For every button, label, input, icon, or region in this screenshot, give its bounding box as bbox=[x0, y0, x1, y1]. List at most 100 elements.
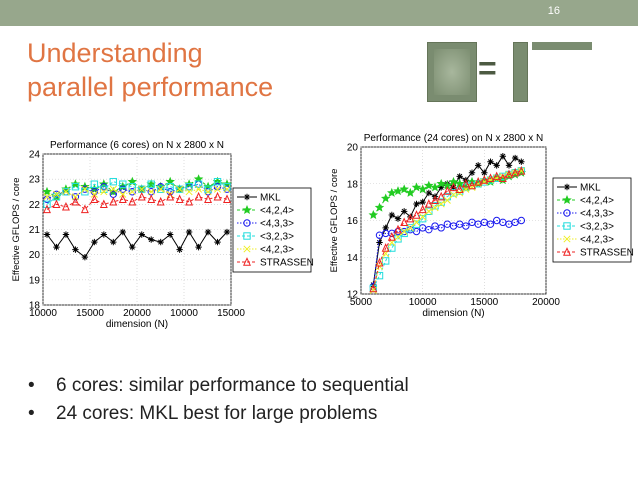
equals-sign: = bbox=[478, 50, 497, 86]
chart-1-series-5-point-12 bbox=[156, 196, 165, 206]
chart-2-series-2 bbox=[369, 216, 526, 291]
chart-2-legend-label-1: <4,2,4> bbox=[580, 196, 614, 207]
chart-2-series-1-point-9 bbox=[424, 180, 434, 190]
chart-2-series-1-point-7 bbox=[411, 182, 422, 192]
chart-1-series-4-point-5 bbox=[90, 190, 98, 198]
chart-2-series-5-point-13 bbox=[449, 182, 458, 192]
chart-1-series-5-point-7 bbox=[109, 196, 118, 206]
chart-2-series-5-point-5 bbox=[400, 217, 409, 227]
chart-2-series-5 bbox=[369, 165, 526, 293]
chart-1-series-3-line bbox=[46, 181, 228, 205]
chart-1-series-0-point-15 bbox=[185, 228, 193, 236]
chart-1-series-0-point-6 bbox=[100, 231, 108, 238]
chart-2-legend-label-4: <4,2,3> bbox=[580, 235, 614, 246]
chart-2-series-0-point-16 bbox=[468, 169, 476, 176]
chart-1-xtick-2: 20000 bbox=[123, 308, 151, 319]
chart-1-series-0-point-2 bbox=[62, 231, 70, 238]
chart-2-series-4-point-13 bbox=[449, 191, 458, 199]
bullet-text-1: 6 cores: similar performance to sequenti… bbox=[56, 375, 409, 396]
chart-2-series-0-point-20 bbox=[493, 162, 500, 169]
chart-2-ytick-2: 16 bbox=[347, 216, 359, 227]
chart-2-series-5-point-12 bbox=[443, 186, 452, 195]
chart-1-series-4-point-4 bbox=[81, 185, 89, 193]
chart-2-series-1-point-8 bbox=[417, 184, 428, 194]
chart-2-xtick-2: 15000 bbox=[470, 297, 498, 308]
chart-2-series-5-point-17 bbox=[474, 177, 483, 186]
chart-1-ytick-4: 22 bbox=[29, 200, 41, 211]
chart-2-series-5-point-22 bbox=[505, 169, 513, 179]
chart-1-series-5 bbox=[43, 191, 231, 214]
chart-2-series-5-point-14 bbox=[455, 184, 464, 193]
chart-1-series-4-line bbox=[46, 188, 227, 198]
chart-2-series-2-line bbox=[372, 219, 522, 287]
chart-2-series-1-point-0 bbox=[368, 210, 379, 220]
chart-2-series-5-point-9 bbox=[424, 199, 433, 208]
chart-1-series-3-point-8 bbox=[119, 180, 127, 188]
chart-1-series-4-point-1 bbox=[52, 190, 61, 198]
chart-1-legend-marker-5 bbox=[243, 257, 251, 266]
chart-1-ytick-5: 23 bbox=[29, 175, 41, 186]
chart-1-series-5-point-10 bbox=[137, 191, 146, 201]
chart-1-series-2-point-3 bbox=[71, 193, 80, 201]
chart-1-series-4-point-0 bbox=[43, 193, 51, 201]
chart-2-series-2-point-9 bbox=[425, 225, 433, 234]
chart-2-series-0-point-18 bbox=[481, 169, 488, 176]
chart-2-ytick-4: 20 bbox=[347, 143, 359, 154]
chart-1-series-3-point-11 bbox=[147, 180, 155, 188]
chart-2-series-5-point-11 bbox=[437, 191, 446, 201]
chart-2-series-4-point-4 bbox=[394, 233, 402, 241]
chart-1-series-4-point-7 bbox=[109, 185, 117, 193]
chart-2-legend-label-0: MKL bbox=[580, 183, 601, 194]
slide-title-line-2: parallel performance bbox=[27, 72, 274, 102]
chart-1-series-5-point-0 bbox=[43, 204, 51, 214]
chart-2-series-4-point-11 bbox=[437, 200, 445, 208]
chart-2-series-0-point-17 bbox=[474, 162, 482, 169]
chart-2-series-5-point-4 bbox=[394, 224, 402, 234]
chart-2-series-0-point-6 bbox=[407, 213, 414, 221]
chart-2-series-0-point-23 bbox=[511, 154, 519, 162]
chart-2-series-4-point-16 bbox=[468, 183, 476, 191]
chart-2-series-5-point-24 bbox=[517, 165, 526, 175]
chart-2-series-0-point-2 bbox=[382, 224, 389, 232]
chart-1-series-5-point-16 bbox=[194, 191, 203, 201]
chart-2-series-0-point-9 bbox=[425, 189, 433, 197]
bullet-text-2: 24 cores: MKL best for large problems bbox=[56, 403, 378, 424]
slide-title: Understanding parallel performance bbox=[27, 36, 273, 104]
chart-2: Performance (24 cores) on N x 2800 x N 12… bbox=[329, 133, 634, 319]
chart-2-legend-marker-5 bbox=[563, 247, 571, 256]
chart-2-series-0-point-7 bbox=[413, 200, 420, 208]
chart-2-series-0-point-11 bbox=[437, 184, 445, 191]
chart-2-legend-label-5: STRASSEN bbox=[580, 248, 634, 259]
chart-2-ytick-0: 12 bbox=[347, 290, 359, 301]
chart-2-series-4-point-6 bbox=[406, 224, 414, 232]
chart-1-series-0-point-16 bbox=[195, 243, 202, 251]
chart-1-ytick-6: 24 bbox=[29, 150, 41, 161]
chart-1-series-0-point-17 bbox=[204, 228, 212, 236]
chart-1-series-3-point-9 bbox=[128, 183, 136, 191]
chart-1-series-5-point-8 bbox=[118, 194, 127, 203]
chart-2-series-4-point-8 bbox=[419, 213, 427, 221]
chart-1-series-2-point-8 bbox=[119, 185, 127, 193]
chart-2-series-4-point-0 bbox=[369, 286, 377, 294]
chart-2-series-0-point-1 bbox=[376, 239, 383, 246]
chart-2-series-2-point-24 bbox=[517, 216, 526, 225]
chart-2-series-0-point-19 bbox=[487, 158, 494, 165]
chart-1-series-1-point-0 bbox=[42, 186, 52, 196]
chart-1-series-4-point-3 bbox=[71, 193, 79, 201]
chart-1-series-3-point-7 bbox=[109, 177, 118, 186]
chart-1-series-5-point-9 bbox=[128, 196, 137, 206]
chart-2-legend-marker-2 bbox=[563, 209, 571, 217]
chart-1-series-3-point-2 bbox=[62, 188, 70, 196]
chart-2-series-1-point-11 bbox=[436, 178, 446, 188]
chart-2-series-4-point-5 bbox=[400, 227, 408, 236]
chart-1-series-4-point-17 bbox=[204, 188, 212, 196]
chart-1-series-4-point-16 bbox=[195, 185, 203, 193]
chart-2-series-5-point-0 bbox=[369, 283, 378, 293]
chart-1-legend-label-5: STRASSEN bbox=[260, 258, 314, 269]
chart-2-series-0-point-3 bbox=[388, 211, 396, 219]
slide-number: 16 bbox=[547, 5, 560, 17]
chart-2-legend-marker-4 bbox=[563, 235, 571, 243]
chart-2-series-5-point-7 bbox=[412, 210, 421, 219]
chart-1-legend-marker-2 bbox=[243, 219, 251, 227]
chart-2-ylabel: Effective GFLOPS / core bbox=[329, 169, 340, 273]
